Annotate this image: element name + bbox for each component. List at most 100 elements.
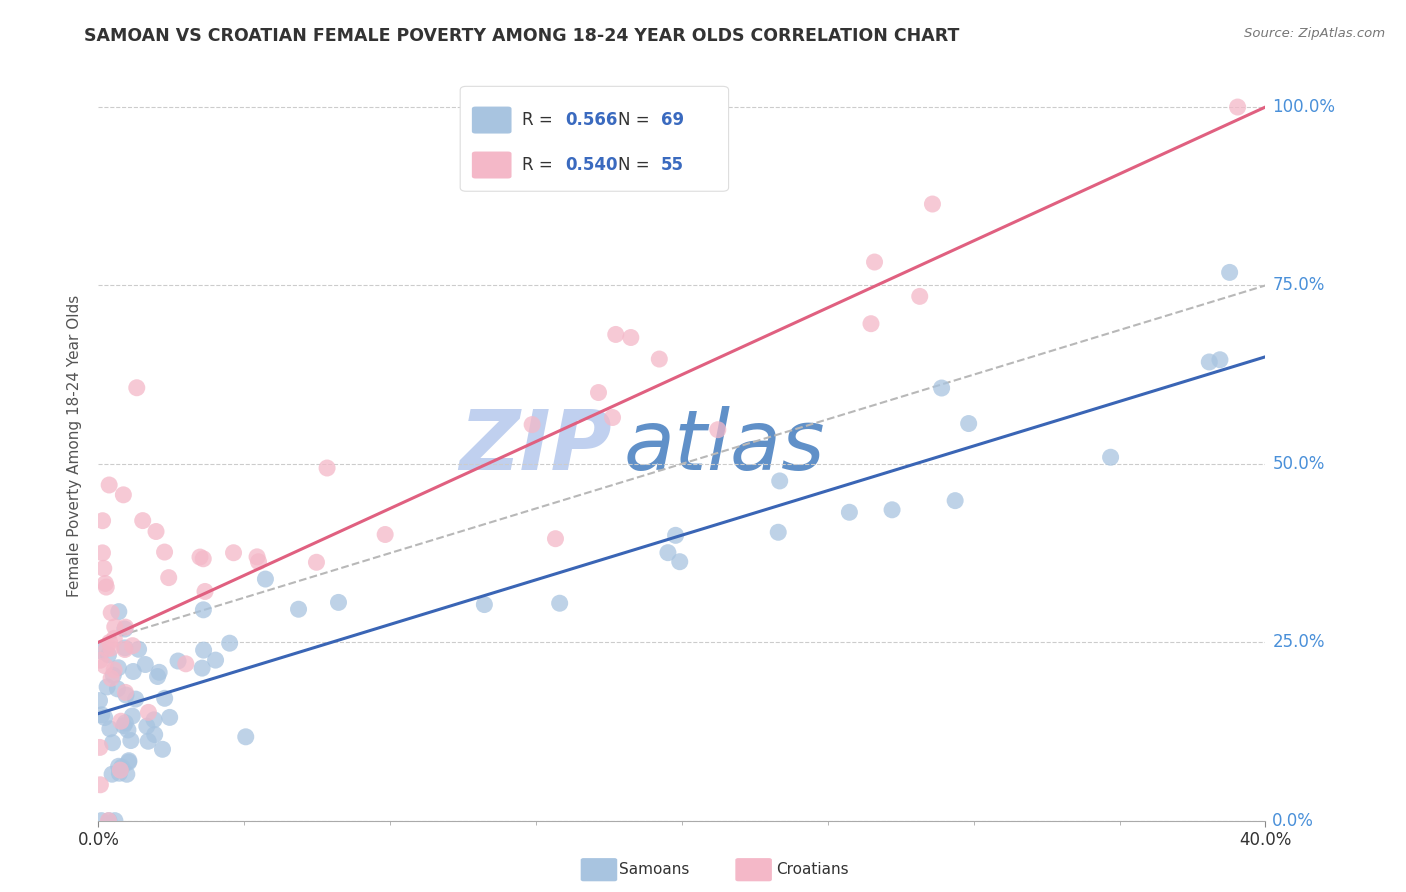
Point [146, 669, 169, 683]
Point [246, 549, 269, 564]
Point [121, 639, 143, 653]
Point [98, 478, 121, 492]
Point [115, 767, 138, 781]
Text: SAMOAN VS CROATIAN FEMALE POVERTY AMONG 18-24 YEAR OLDS CORRELATION CHART: SAMOAN VS CROATIAN FEMALE POVERTY AMONG … [84, 27, 960, 45]
Point [107, 681, 129, 696]
Text: N =: N = [617, 112, 655, 129]
Point [707, 423, 730, 437]
Point [863, 255, 886, 269]
Point [159, 710, 181, 724]
Point [138, 706, 160, 720]
Point [89, 653, 111, 667]
Point [602, 410, 624, 425]
Point [921, 197, 943, 211]
Point [374, 527, 396, 541]
Point [101, 767, 124, 781]
Text: 75.0%: 75.0% [1272, 277, 1324, 294]
Point [110, 763, 132, 777]
Point [143, 713, 166, 727]
Point [91, 514, 114, 528]
Point [89, 693, 111, 707]
Point [103, 663, 125, 677]
FancyBboxPatch shape [472, 106, 512, 134]
Point [112, 488, 135, 502]
Point [89, 740, 111, 755]
Text: R =: R = [522, 156, 558, 174]
Point [218, 636, 240, 650]
Point [222, 546, 245, 560]
Point [122, 665, 145, 679]
Point [101, 736, 124, 750]
Point [90, 644, 112, 658]
Point [235, 730, 257, 744]
Point [859, 317, 882, 331]
Point [121, 709, 143, 723]
Y-axis label: Female Poverty Among 18-24 Year Olds: Female Poverty Among 18-24 Year Olds [67, 295, 83, 597]
Point [104, 620, 127, 634]
Point [931, 381, 953, 395]
Point [89, 778, 111, 792]
Text: R =: R = [522, 112, 558, 129]
Point [94, 658, 117, 673]
Point [114, 640, 136, 655]
Point [305, 555, 328, 569]
Point [648, 352, 671, 367]
Text: 25.0%: 25.0% [1272, 633, 1324, 651]
Point [254, 572, 277, 586]
Point [605, 327, 627, 342]
Point [1219, 265, 1241, 279]
Point [136, 734, 159, 748]
Point [124, 692, 146, 706]
Point [1209, 352, 1232, 367]
Point [134, 657, 156, 672]
Point [880, 503, 903, 517]
Point [620, 330, 643, 344]
Text: Croatians: Croatians [776, 863, 849, 877]
Point [103, 632, 125, 646]
Point [544, 532, 567, 546]
Point [107, 759, 129, 773]
Point [108, 766, 131, 780]
Point [1226, 100, 1249, 114]
Point [96, 680, 118, 694]
Point [1198, 355, 1220, 369]
Point [520, 417, 543, 432]
Text: 0.0%: 0.0% [1272, 812, 1315, 830]
Point [103, 668, 125, 682]
Point [1099, 450, 1122, 465]
Point [143, 727, 166, 741]
Point [125, 381, 148, 395]
Point [96, 641, 118, 656]
Point [188, 550, 211, 565]
Point [131, 514, 153, 528]
Point [104, 814, 127, 828]
Point [93, 710, 115, 724]
Point [193, 603, 215, 617]
Point [474, 598, 496, 612]
Point [768, 525, 790, 540]
Point [194, 584, 217, 599]
Point [316, 461, 339, 475]
Point [114, 622, 136, 636]
Point [118, 754, 141, 768]
Text: 0.566: 0.566 [565, 112, 617, 129]
Point [114, 715, 136, 730]
Point [769, 474, 792, 488]
Text: Source: ZipAtlas.com: Source: ZipAtlas.com [1244, 27, 1385, 40]
Point [94, 576, 117, 591]
Text: ZIP: ZIP [460, 406, 612, 486]
Text: atlas: atlas [624, 406, 825, 486]
Point [114, 620, 136, 634]
Point [97, 814, 120, 828]
Point [943, 493, 966, 508]
Point [111, 760, 134, 774]
Point [107, 661, 129, 675]
Point [204, 653, 226, 667]
Text: Samoans: Samoans [619, 863, 689, 877]
Point [117, 723, 139, 737]
Text: 55: 55 [661, 156, 683, 174]
Point [107, 605, 129, 619]
Point [145, 524, 167, 539]
Point [114, 685, 136, 699]
Text: 69: 69 [661, 112, 685, 129]
